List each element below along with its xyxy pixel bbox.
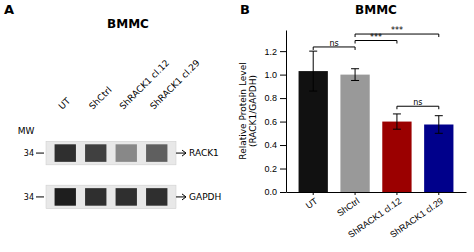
x-axis: UTShCtrlShRACK1 cl.12ShRACK1 cl.29 [287, 192, 467, 240]
error-bar [435, 116, 443, 134]
tick: ShRACK1 cl.29 [388, 192, 445, 240]
annotations: ns******ns [313, 26, 439, 109]
tick-label: ShRACK1 cl.29 [388, 196, 445, 240]
tick-mark [280, 98, 286, 99]
tick-label: 1.2 [264, 47, 277, 57]
tick-mark [280, 75, 286, 76]
tick: 0.6 [264, 117, 286, 127]
y-axis: 0.0 0.2 0.4 0.6 0.8 1.0 1.2 [264, 31, 286, 198]
lane-label: ShCtrl [87, 85, 113, 111]
error-bar [393, 114, 401, 129]
gel-background [46, 185, 176, 209]
tick-mark [355, 192, 356, 195]
significance-label: ns [413, 98, 422, 107]
arrow [176, 194, 186, 200]
tick-mark [280, 145, 286, 146]
tick-label: 1.0 [264, 70, 277, 80]
lane-label: ShRACK1 cl.29 [148, 58, 202, 112]
title: BMMC [107, 17, 149, 31]
tick-mark [280, 51, 286, 52]
mw-marker [36, 153, 44, 154]
mw-label: 34 [24, 193, 34, 202]
mw-marker [36, 196, 44, 197]
band [146, 144, 167, 162]
bar [340, 75, 369, 192]
band [116, 144, 137, 162]
bar [382, 122, 411, 192]
y-axis-label: Relative Protein Level(RACK1/GAPDH) [238, 62, 258, 159]
row-label: GAPDH [189, 192, 221, 202]
tick: 1.0 [264, 70, 286, 80]
band [85, 188, 106, 206]
tick-label: 0.0 [264, 187, 277, 197]
tick-label: ShCtrl [335, 196, 361, 219]
band [55, 188, 76, 206]
tick-mark [438, 192, 439, 195]
tick: ShCtrl [335, 192, 361, 218]
title: BMMC [355, 3, 397, 17]
tick-mark [280, 169, 286, 170]
error-bar [351, 69, 359, 81]
panel-label: B [240, 2, 250, 17]
tick: 0.4 [264, 140, 286, 150]
tick-label: 0.8 [264, 93, 277, 103]
tick-label: UT [304, 196, 320, 211]
chart-root: ABMMCUTShCtrlShRACK1 cl.12ShRACK1 cl.29M… [0, 0, 474, 252]
panel-label: A [4, 2, 14, 17]
significance-label: ns [330, 39, 339, 48]
mw-header: MW [18, 126, 35, 136]
tick: 0.0 [264, 187, 286, 197]
tick: 0.8 [264, 93, 286, 103]
row-label: RACK1 [189, 148, 219, 158]
plot-area [299, 51, 454, 192]
y-axis-label-line: Relative Protein Level [238, 62, 248, 159]
bar [424, 125, 453, 193]
gel-background [46, 141, 176, 165]
tick-mark [313, 192, 314, 195]
lane-label: UT [57, 95, 73, 111]
arrow [176, 150, 186, 156]
tick: UT [304, 192, 320, 211]
tick: 1.2 [264, 47, 286, 57]
significance-label: *** [391, 26, 403, 35]
tick-mark [280, 122, 286, 123]
tick-label: 0.4 [264, 140, 277, 150]
band [146, 188, 167, 206]
error-bar [309, 51, 317, 91]
tick-mark [396, 192, 397, 195]
tick-label: 0.2 [264, 164, 277, 174]
y-axis-label-line: (RACK1/GAPDH) [248, 75, 258, 147]
tick-mark [280, 192, 286, 193]
band [116, 188, 137, 206]
band [55, 144, 76, 162]
axis-line [286, 31, 287, 193]
mw-label: 34 [24, 149, 34, 158]
tick-label: 0.6 [264, 117, 277, 127]
tick: 0.2 [264, 164, 286, 174]
blot-panel [36, 141, 186, 208]
band [85, 144, 106, 162]
